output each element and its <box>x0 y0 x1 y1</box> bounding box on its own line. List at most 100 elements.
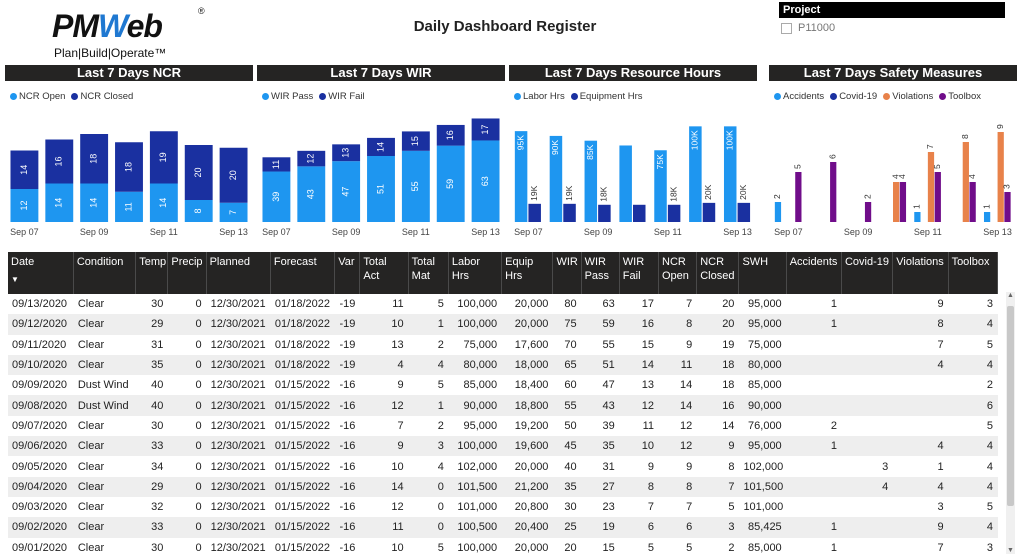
bar-ncr-open[interactable] <box>45 183 74 223</box>
column-header-total-act[interactable]: Total Act <box>359 252 409 294</box>
bar-ncr-closed[interactable] <box>149 131 178 184</box>
bar-wir-fail[interactable] <box>332 144 361 162</box>
table-row[interactable]: 09/07/2020 Clear 30 0 12/30/2021 01/15/2022 -1… <box>8 416 998 436</box>
legend-item-violations[interactable]: Violations <box>883 91 933 102</box>
bar-equipment-hrs[interactable] <box>667 204 681 222</box>
bar-wir-pass[interactable] <box>436 145 465 222</box>
bar-wir-fail[interactable] <box>297 150 326 167</box>
bar-toolbox[interactable] <box>864 202 872 222</box>
bar-wir-fail[interactable] <box>262 157 291 172</box>
legend-item-equipment-hrs[interactable]: Equipment Hrs <box>570 91 643 102</box>
table-row[interactable]: 09/08/2020 Dust Wind 40 0 12/30/2021 01/15/20… <box>8 395 998 416</box>
bar-violations[interactable] <box>893 182 900 222</box>
table-scrollbar[interactable]: ▲ ▼ <box>1006 292 1015 554</box>
table-row[interactable]: 09/05/2020 Clear 34 0 12/30/2021 01/15/2022 -1… <box>8 456 998 476</box>
bar-ncr-closed[interactable] <box>219 147 248 203</box>
bar-ncr-closed[interactable] <box>115 142 143 192</box>
bar-ncr-open[interactable] <box>184 200 213 222</box>
bar-wir-pass[interactable] <box>367 156 395 222</box>
bar-ncr-open[interactable] <box>10 189 39 222</box>
column-header-total-mat[interactable]: Total Mat <box>408 252 449 294</box>
bar-accidents[interactable] <box>983 212 991 222</box>
column-header-date[interactable]: Date ▼ <box>8 252 74 294</box>
bar-toolbox[interactable] <box>795 172 802 222</box>
bar-labor-hrs[interactable] <box>514 131 528 222</box>
column-header-toolbox[interactable]: Toolbox <box>948 252 998 294</box>
sort-descending-icon[interactable]: ▼ <box>11 275 19 284</box>
bar-ncr-open[interactable] <box>149 183 178 223</box>
bar-accidents[interactable] <box>774 202 782 222</box>
table-row[interactable]: 09/02/2020 Clear 33 0 12/30/2021 01/15/2022 -1… <box>8 517 998 538</box>
table-row[interactable]: 09/10/2020 Clear 35 0 12/30/2021 01/18/2022 -1… <box>8 354 998 376</box>
bar-equipment-hrs[interactable] <box>598 204 611 222</box>
bar-ncr-closed[interactable] <box>80 134 109 184</box>
bar-wir-fail[interactable] <box>401 131 430 151</box>
bar-wir-pass[interactable] <box>262 171 291 222</box>
column-header-swh[interactable]: SWH <box>738 252 787 294</box>
ncr-chart[interactable]: 12 14 14 16 14 18 11 18 14 19 8 20 7 20 Sep 07 Sep 09 Se… <box>5 108 253 240</box>
bar-ncr-open[interactable] <box>219 202 248 222</box>
table-row[interactable]: 09/01/2020 Clear 30 0 12/30/2021 01/15/2022 -1… <box>8 538 998 556</box>
bar-ncr-open[interactable] <box>80 183 109 223</box>
bar-violations[interactable] <box>997 132 1004 222</box>
column-header-wir[interactable]: WIR <box>552 252 582 294</box>
column-header-condition[interactable]: Condition <box>73 252 137 294</box>
legend-item-accidents[interactable]: Accidents <box>774 91 824 102</box>
bar-toolbox[interactable] <box>830 162 837 222</box>
column-header-ncr-closed[interactable]: NCR Closed <box>696 252 740 294</box>
bar-ncr-closed[interactable] <box>10 150 39 190</box>
scroll-thumb[interactable] <box>1007 306 1014 506</box>
bar-wir-pass[interactable] <box>297 166 326 222</box>
column-header-wir-fail[interactable]: WIR Fail <box>619 252 660 294</box>
legend-item-wir-fail[interactable]: WIR Fail <box>319 91 365 102</box>
bar-ncr-closed[interactable] <box>184 145 213 200</box>
bar-violations[interactable] <box>927 152 935 222</box>
column-header-accidents[interactable]: Accidents <box>786 252 842 294</box>
bar-wir-fail[interactable] <box>367 137 395 156</box>
bar-toolbox[interactable] <box>934 172 941 222</box>
legend-item-ncr-closed[interactable]: NCR Closed <box>71 91 133 102</box>
wir-chart[interactable]: 39 11 43 12 47 13 51 14 55 15 59 16 63 17 Sep 07 Sep 09… <box>257 108 505 240</box>
bar-wir-pass[interactable] <box>471 140 500 222</box>
bar-accidents[interactable] <box>914 212 921 222</box>
bar-ncr-closed[interactable] <box>45 139 74 184</box>
table-row[interactable]: 09/03/2020 Clear 32 0 12/30/2021 01/15/2022 -1… <box>8 497 998 517</box>
scroll-down-icon[interactable]: ▼ <box>1007 547 1014 554</box>
slicer-item-p11000[interactable]: P11000 <box>779 22 1005 34</box>
bar-wir-fail[interactable] <box>471 118 500 141</box>
bar-equipment-hrs[interactable] <box>528 203 541 222</box>
bar-equipment-hrs[interactable] <box>702 202 716 222</box>
column-header-violations[interactable]: Violations <box>892 252 949 294</box>
column-header-wir-pass[interactable]: WIR Pass <box>581 252 620 294</box>
bar-equipment-hrs[interactable] <box>563 203 576 222</box>
bar-labor-hrs[interactable] <box>549 135 563 222</box>
bar-toolbox[interactable] <box>899 182 907 222</box>
bar-violations[interactable] <box>962 142 969 222</box>
column-header-var[interactable]: Var <box>334 252 361 294</box>
bar-toolbox[interactable] <box>1004 192 1011 222</box>
column-header-planned[interactable]: Planned <box>206 252 271 294</box>
legend-item-covid[interactable]: Covid-19 <box>830 91 877 102</box>
bar-wir-pass[interactable] <box>332 161 361 222</box>
column-header-equip-hrs[interactable]: Equip Hrs <box>501 252 554 294</box>
table-row[interactable]: 09/06/2020 Clear 33 0 12/30/2021 01/15/2022 -1… <box>8 436 998 457</box>
bar-equipment-hrs[interactable] <box>633 204 646 222</box>
bar-toolbox[interactable] <box>969 182 976 222</box>
resource-hours-chart[interactable]: 95K 19K 90K 19K 85K 18K 75K 18K 100K 20K 100K 20K Se… <box>509 108 757 240</box>
bar-ncr-open[interactable] <box>115 191 143 222</box>
legend-item-ncr-open[interactable]: NCR Open <box>10 91 65 102</box>
column-header-ncr-open[interactable]: NCR Open <box>658 252 698 294</box>
legend-item-labor-hrs[interactable]: Labor Hrs <box>514 91 565 102</box>
column-header-covid-19[interactable]: Covid-19 <box>841 252 894 294</box>
bar-labor-hrs[interactable] <box>689 126 702 222</box>
column-header-temp[interactable]: Temp <box>135 252 169 294</box>
table-row[interactable]: 09/11/2020 Clear 31 0 12/30/2021 01/18/2022 -1… <box>8 335 998 355</box>
legend-item-toolbox[interactable]: Toolbox <box>939 91 981 102</box>
column-header-labor-hrs[interactable]: Labor Hrs <box>448 252 503 294</box>
checkbox-icon[interactable] <box>781 22 792 34</box>
bar-equipment-hrs[interactable] <box>737 202 751 222</box>
bar-wir-pass[interactable] <box>401 150 430 222</box>
legend-item-wir-pass[interactable]: WIR Pass <box>262 91 313 102</box>
bar-labor-hrs[interactable] <box>584 140 598 222</box>
